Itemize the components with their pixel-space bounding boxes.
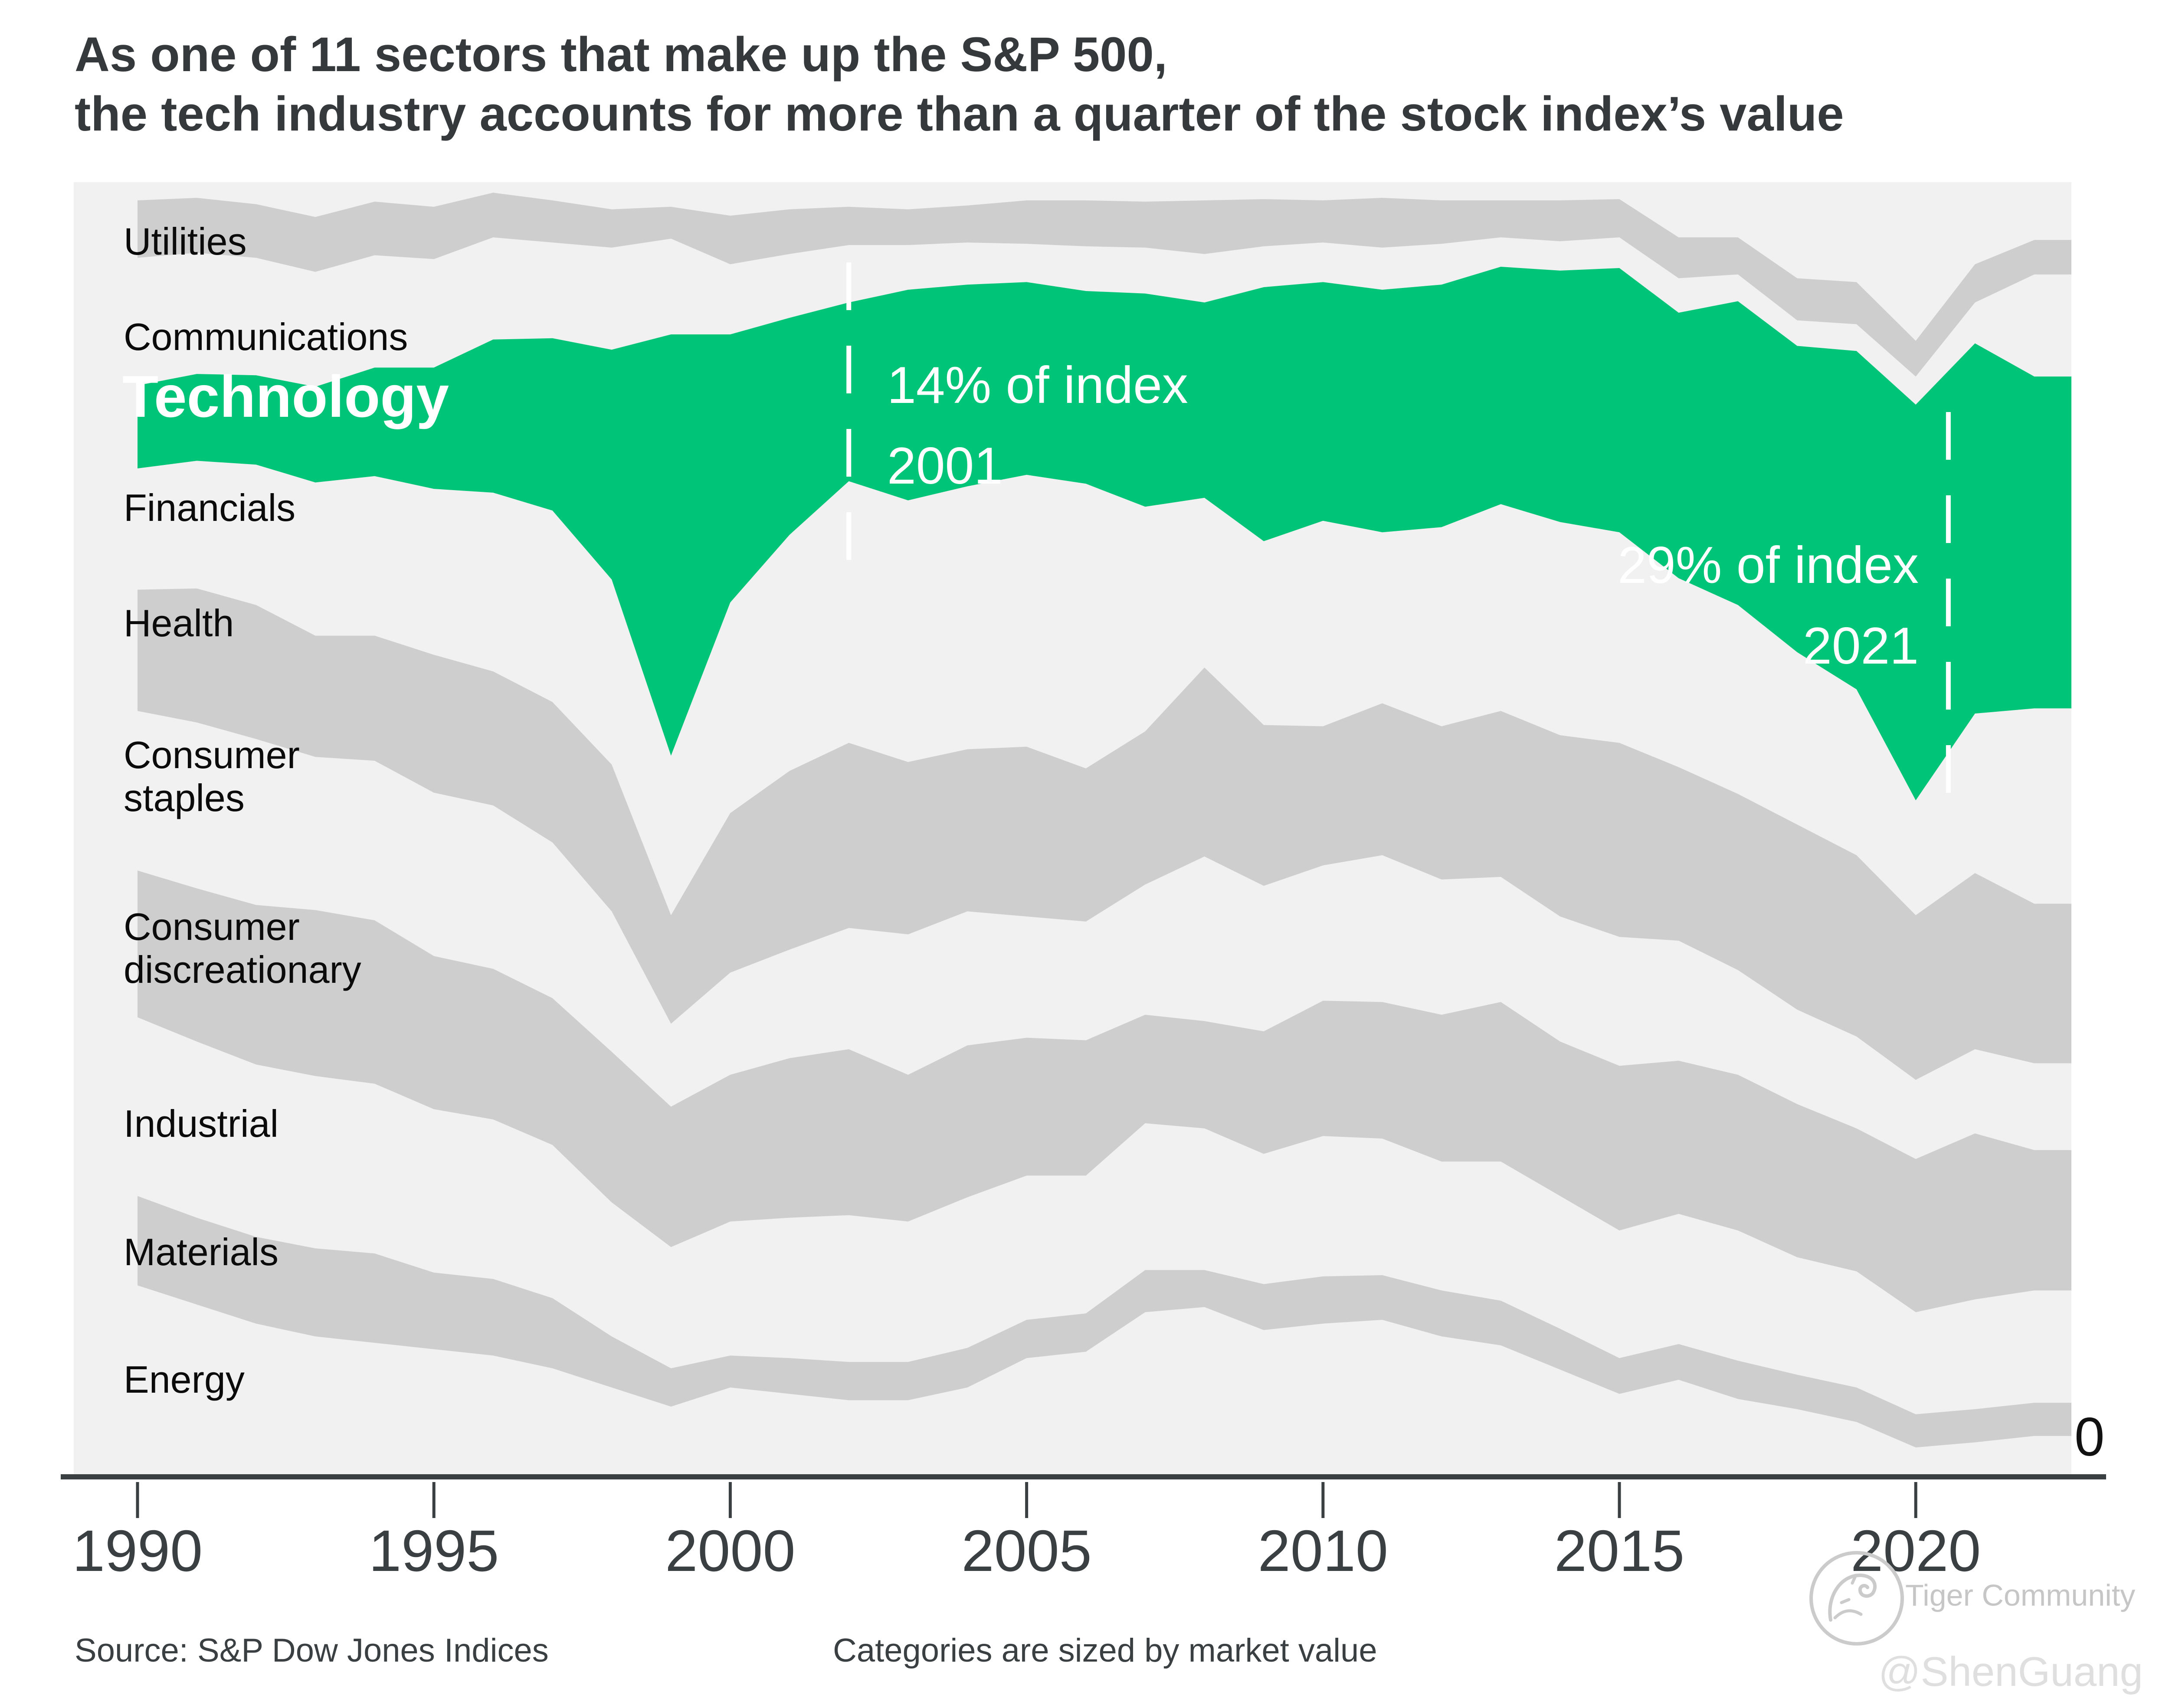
x-tick-label: 1995	[369, 1518, 499, 1584]
band-consumer-discreationary	[138, 870, 2071, 1312]
sector-label-technology: Technology	[122, 363, 449, 429]
watermark-handle: @ShenGuang	[1878, 1649, 2143, 1695]
sector-label-materials: Materials	[124, 1230, 278, 1273]
sector-label-industrial: Industrial	[124, 1102, 279, 1145]
annotation-2021-value: 29% of index	[1618, 536, 1919, 594]
chart-title-line1: As one of 11 sectors that make up the S&…	[75, 27, 1167, 82]
annotation-2021-year: 2021	[1803, 617, 1919, 675]
sector-label-communications: Communications	[124, 315, 408, 358]
x-tick-label: 2005	[961, 1518, 1092, 1584]
annotation-2001-year: 2001	[887, 437, 1003, 495]
band-technology	[138, 267, 2071, 801]
watermark-brand: Tiger Community	[1905, 1578, 2136, 1612]
sector-label-health: Health	[124, 602, 234, 645]
annotation-2001: 14% of index 2001	[887, 345, 1188, 506]
tiger-logo-icon	[1809, 1551, 1904, 1646]
chart-title-line2: the tech industry accounts for more than…	[75, 86, 1844, 141]
band-materials	[138, 1196, 2071, 1448]
sector-label-utilities: Utilities	[124, 220, 247, 263]
chart-title: As one of 11 sectors that make up the S&…	[75, 25, 1844, 144]
stream-bands	[138, 193, 2071, 1448]
sizing-note: Categories are sized by market value	[833, 1632, 1377, 1669]
x-tick-label: 2020	[1851, 1518, 1981, 1584]
sector-label-financials: Financials	[124, 486, 296, 529]
baseline-zero-label: 0	[2074, 1407, 2105, 1467]
sector-label-consumer-discretionary: Consumer discreationary	[124, 905, 361, 991]
band-health	[138, 588, 2071, 1080]
source-note: Source: S&P Dow Jones Indices	[75, 1632, 549, 1669]
sector-label-consumer-staples: Consumer staples	[124, 733, 300, 819]
x-tick-label: 2000	[665, 1518, 796, 1584]
x-tick-label: 2010	[1258, 1518, 1388, 1584]
annotation-2001-value: 14% of index	[887, 356, 1188, 414]
x-tick-label: 1990	[72, 1518, 203, 1584]
annotation-2021: 29% of index 2021	[1618, 525, 1919, 686]
x-tick-label: 2015	[1554, 1518, 1685, 1584]
sector-label-energy: Energy	[124, 1358, 245, 1401]
band-utilities	[138, 193, 2071, 377]
